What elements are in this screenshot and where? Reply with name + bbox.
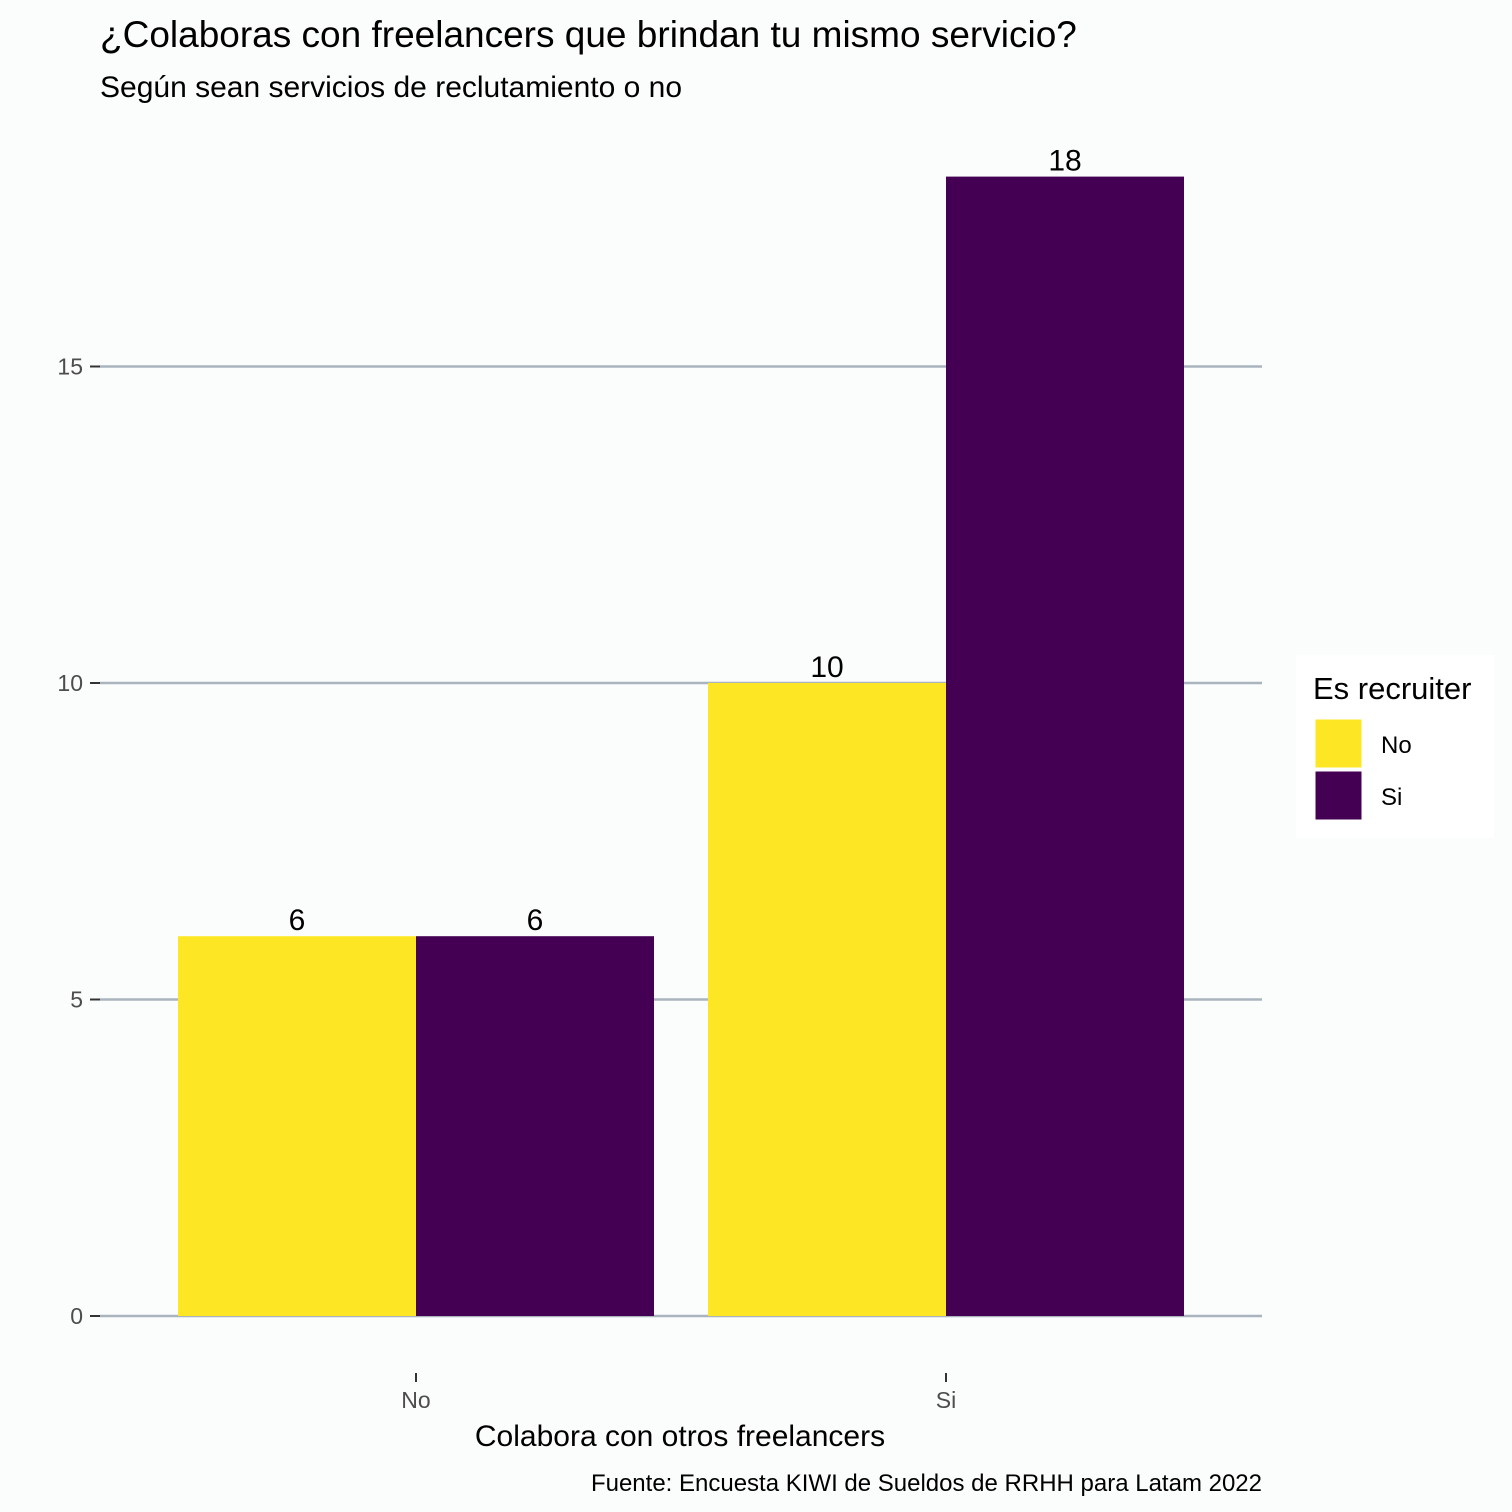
chart-caption: Fuente: Encuesta KIWI de Sueldos de RRHH… xyxy=(591,1470,1262,1497)
x-axis: No Si xyxy=(401,1373,956,1413)
legend-label-si: Si xyxy=(1381,784,1402,811)
bar-no-no xyxy=(178,936,416,1316)
y-tick-label-10: 10 xyxy=(57,670,83,696)
data-label-no-si: 6 xyxy=(527,904,544,937)
data-label-si-si: 18 xyxy=(1048,145,1081,178)
legend-label-no: No xyxy=(1381,732,1412,759)
data-label-si-no: 10 xyxy=(810,651,843,684)
x-tick-label-no: No xyxy=(401,1387,430,1413)
chart-title: ¿Colaboras con freelancers que brindan t… xyxy=(100,14,1077,55)
bars: 6 6 10 18 xyxy=(178,145,1184,1317)
legend: Es recruiter No Si xyxy=(1296,655,1494,838)
x-tick-label-si: Si xyxy=(936,1387,956,1413)
bar-si-si xyxy=(946,176,1184,1317)
y-axis: 0 5 10 15 xyxy=(57,354,100,1329)
y-tick-label-15: 15 xyxy=(57,354,83,380)
bar-no-si xyxy=(416,936,654,1316)
chart-subtitle: Según sean servicios de reclutamiento o … xyxy=(100,71,682,104)
legend-key-si xyxy=(1314,770,1363,821)
legend-title: Es recruiter xyxy=(1313,671,1471,706)
legend-items: No Si xyxy=(1314,718,1412,821)
bar-si-no xyxy=(708,683,946,1316)
y-tick-label-5: 5 xyxy=(70,987,83,1013)
data-label-no-no: 6 xyxy=(289,904,306,937)
x-axis-title: Colabora con otros freelancers xyxy=(475,1420,885,1453)
legend-key-no xyxy=(1314,718,1363,769)
y-tick-label-0: 0 xyxy=(70,1303,83,1329)
